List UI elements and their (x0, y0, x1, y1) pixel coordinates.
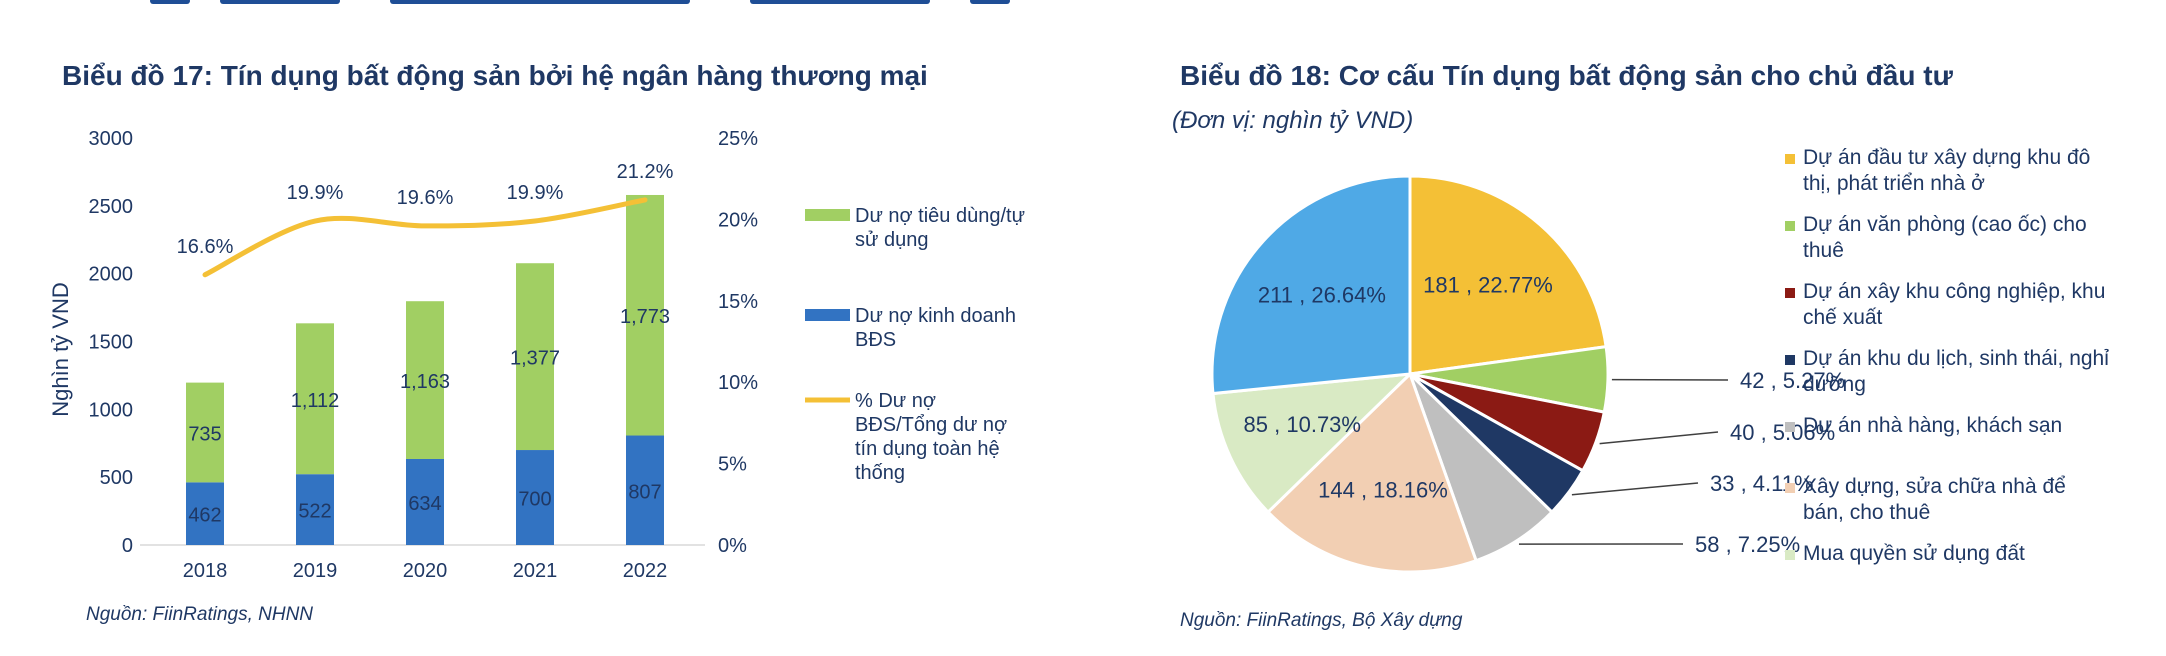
pie-slice-label: 42 , 5.27% (1740, 368, 1845, 393)
legend-green-swatch (805, 209, 850, 221)
chart18-unit: (Đơn vị: nghìn tỷ VND) (1172, 107, 1414, 134)
pie-slice-label: 85 , 10.73% (1244, 412, 1361, 437)
y2-tick-label: 25% (718, 128, 758, 150)
bar-label-green: 735 (188, 423, 221, 445)
pie-legend-swatch (1785, 221, 1795, 231)
bar-business-real-estate (626, 435, 664, 545)
pie-slice (1210, 174, 1412, 396)
bar-label-green: 1,773 (620, 306, 670, 328)
y-tick-label: 0 (122, 535, 133, 557)
legend-label: tín dụng toàn hệ (855, 438, 1000, 460)
bar-business-real-estate (516, 450, 554, 545)
pie-slice (1265, 371, 1478, 574)
y2-tick-label: 15% (718, 291, 758, 313)
x-tick-label: 2018 (183, 560, 228, 582)
bar-business-real-estate (186, 482, 224, 545)
chart17-bar-line: 0 500 1000 1500 2000 2500 3000 0% 5% 10% 15% 20% 25%… (48, 128, 1025, 582)
legend-label: Dư nợ kinh doanh (855, 305, 1016, 327)
bar-label-blue: 634 (408, 493, 441, 515)
line-point-label: 19.9% (507, 182, 564, 204)
pie-legend-label: dưỡng (1803, 373, 1866, 396)
y-tick-label: 1500 (89, 332, 134, 354)
line-point-label: 21.2% (617, 161, 674, 183)
pie-legend-label: chế xuất (1803, 306, 1883, 329)
bar-consumer-loans (516, 263, 554, 451)
legend-label: thống (855, 462, 905, 484)
pie-legend-swatch (1785, 422, 1795, 432)
legend-label: % Dư nợ (855, 390, 936, 412)
pie-legend-label: Dự án văn phòng (cao ốc) cho (1803, 213, 2087, 236)
y-tick-label: 500 (100, 467, 133, 489)
legend-label: BĐS/Tổng dư nợ (855, 414, 1007, 436)
chart17-title: Biểu đồ 17: Tín dụng bất động sản bởi hệ… (62, 60, 928, 91)
pie-legend-label: bán, cho thuê (1803, 501, 1930, 524)
bar-label-green: 1,112 (291, 390, 340, 412)
pie-slice-label: 211 , 26.64% (1258, 282, 1386, 307)
x-tick-label: 2021 (513, 560, 558, 582)
pie-legend-swatch (1785, 288, 1795, 298)
bar-label-green: 1,377 (510, 348, 560, 370)
pie-legend-label: Dự án nhà hàng, khách sạn (1803, 414, 2062, 437)
legend-blue-swatch (805, 309, 850, 321)
pie-slice-label: 33 , 4.11% (1710, 471, 1814, 496)
pie-legend-swatch (1785, 154, 1795, 164)
pie-legend-label: Dự án đầu tư xây dựng khu đô (1803, 146, 2090, 169)
y-axis-title: Nghìn tỷ VND (48, 282, 73, 417)
pie-leader-line (1571, 482, 1699, 496)
pie-slice (1211, 372, 1415, 515)
pie-legend-label: Xây dựng, sửa chữa nhà để (1803, 475, 2066, 498)
line-point-label: 16.6% (177, 236, 234, 258)
y-tick-label: 2500 (89, 196, 134, 218)
pie-legend-label: thuê (1803, 239, 1844, 262)
bar-business-real-estate (406, 458, 444, 545)
y-tick-label: 1000 (89, 399, 134, 421)
y2-tick-label: 10% (718, 372, 758, 394)
pie-slice-label: 58 , 7.25% (1695, 532, 1800, 557)
y2-tick-label: 20% (718, 209, 758, 231)
pie-legend-swatch (1785, 550, 1795, 560)
x-tick-label: 2020 (403, 560, 448, 582)
legend-label: Dư nợ tiêu dùng/tự (855, 205, 1025, 227)
bar-business-real-estate (296, 474, 334, 545)
bar-consumer-loans (406, 301, 444, 459)
bar-consumer-loans (296, 323, 334, 475)
y-tick-label: 2000 (89, 264, 134, 286)
x-tick-label: 2022 (623, 560, 668, 582)
legend-label: BĐS (855, 329, 896, 351)
chart17-source: Nguồn: FiinRatings, NHNN (86, 604, 314, 625)
bar-label-blue: 522 (298, 501, 331, 523)
bar-label-blue: 700 (518, 489, 551, 511)
pie-slice-label: 40 , 5.06% (1730, 420, 1835, 445)
y-tick-label: 3000 (89, 128, 134, 150)
bar-label-blue: 807 (628, 481, 661, 503)
pie-legend-label: Mua quyền sử dụng đất (1803, 542, 2025, 565)
chart18-source: Nguồn: FiinRatings, Bộ Xây dựng (1180, 610, 1463, 631)
cropped-heading-strip (150, 0, 1010, 6)
pie-legend-swatch (1785, 483, 1795, 493)
pie-slice-label: 144 , 18.16% (1318, 478, 1448, 503)
bar-consumer-loans (186, 382, 224, 483)
chart18-title: Biểu đồ 18: Cơ cấu Tín dụng bất động sản… (1180, 60, 1953, 91)
pie-legend-label: Dự án khu du lịch, sinh thái, nghỉ (1803, 347, 2109, 370)
credit-share-line (202, 197, 648, 278)
x-tick-label: 2019 (293, 560, 338, 582)
line-point-label: 19.9% (287, 182, 344, 204)
bar-consumer-loans (626, 194, 664, 436)
legend-label: sử dụng (855, 229, 928, 251)
pie-slice-label: 181 , 22.77% (1423, 272, 1553, 297)
pie-leader-line (1599, 431, 1719, 445)
chart18-pie: 181 , 22.77% 42 , 5.27% 40 , 5.06% 33 , 4.1… (1210, 146, 2109, 574)
pie-legend-swatch (1785, 355, 1795, 365)
pie-legend-label: thị, phát triển nhà ở (1803, 172, 1985, 195)
bar-label-blue: 462 (188, 505, 221, 527)
bar-label-green: 1,163 (400, 371, 450, 393)
y2-tick-label: 0% (718, 535, 747, 557)
pie-legend-label: Dự án xây khu công nghiệp, khu (1803, 280, 2105, 303)
pie-slice (1408, 174, 1608, 376)
line-point-label: 19.6% (397, 187, 454, 209)
y2-tick-label: 5% (718, 454, 747, 476)
